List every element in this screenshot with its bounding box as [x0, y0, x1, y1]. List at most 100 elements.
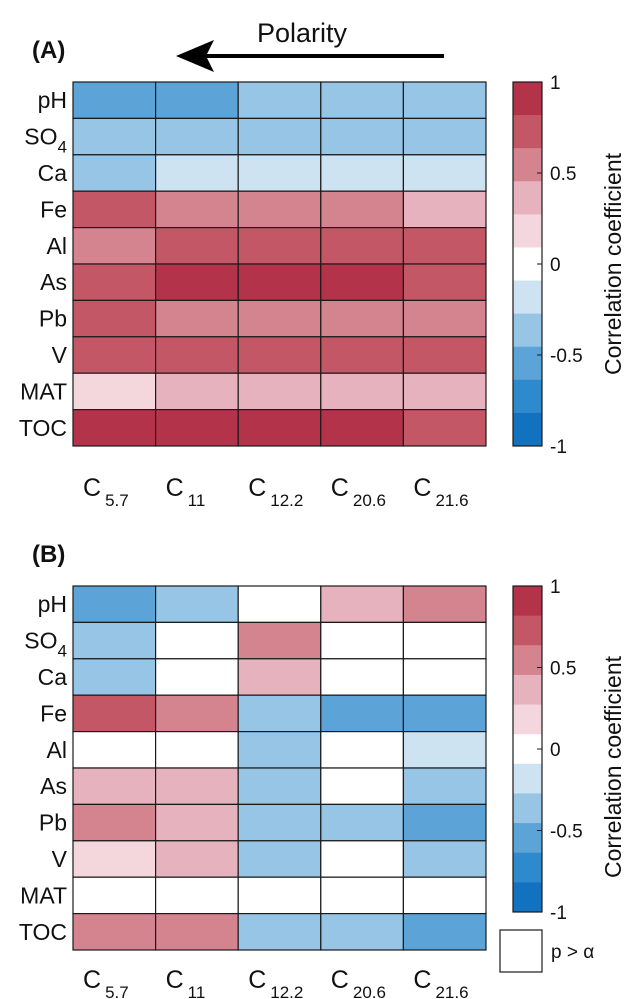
heatmap-cell: [237, 658, 322, 696]
heatmap-cell: [72, 912, 157, 951]
heatmap-cell: [72, 299, 157, 338]
colorbar-tick-label: -0.5: [550, 346, 583, 367]
colorbar: 1 0.5 0 -0.5 -1 Correlation coefficient: [512, 73, 626, 458]
column-label: C 5.7: [83, 474, 129, 510]
heatmap-cell: [320, 585, 404, 624]
panel-label: (B): [32, 541, 65, 568]
heatmap-cell: [155, 730, 239, 769]
heatmap-cell: [72, 117, 157, 156]
column-label: C 12.2: [248, 966, 303, 999]
heatmap-cell: [72, 803, 157, 842]
colorbar-tick-label: 0: [550, 255, 561, 276]
column-label: C 21.6: [413, 966, 468, 999]
column-label: C 11: [166, 474, 206, 510]
heatmap-panel-b: (B) pH SO4 Ca Fe Al As Pb V MAT TOC C 5.7 C 11 C 12.2 C 20…: [19, 541, 626, 999]
heatmap-cell: [155, 263, 239, 302]
heatmap-cell: [72, 585, 157, 624]
colorbar-band: [513, 793, 542, 824]
row-label: SO4: [24, 124, 67, 157]
heatmap-cell: [237, 190, 322, 229]
heatmap-cell: [237, 912, 322, 951]
heatmap-cell: [320, 190, 404, 229]
heatmap-cell: [320, 803, 404, 842]
heatmap-cell: [72, 336, 157, 374]
colorbar-band: [513, 313, 542, 348]
heatmap-cell: [237, 876, 322, 915]
heatmap-cell: [72, 81, 157, 120]
row-label: V: [52, 846, 68, 872]
row-label: Al: [47, 737, 67, 763]
heatmap-cell: [155, 912, 239, 951]
heatmap-cell: [237, 767, 322, 806]
heatmap-cell: [72, 876, 157, 915]
colorbar-band: [513, 763, 542, 794]
heatmap-cell: [72, 154, 157, 192]
row-label: TOC: [19, 415, 67, 441]
heatmap-cell: [155, 658, 239, 696]
heatmap-cell: [402, 117, 487, 156]
heatmap-cell: [402, 336, 487, 374]
row-label: Fe: [40, 196, 67, 222]
colorbar-tick-label: 0: [550, 740, 561, 761]
heatmap-cell: [402, 840, 487, 878]
heatmap-cell: [320, 263, 404, 302]
heatmap-cell: [72, 658, 157, 696]
row-label: pH: [38, 591, 67, 617]
heatmap-cell: [155, 694, 239, 733]
heatmap-cell: [237, 154, 322, 192]
colorbar-band: [513, 346, 542, 381]
colorbar-band: [513, 379, 542, 414]
heatmap-cell: [155, 876, 239, 915]
column-label: C 21.6: [413, 474, 468, 510]
heatmap-panel-a: (A) Polarity pH SO4 Ca Fe Al As Pb V MAT TOC C 5.7 C 11…: [19, 18, 626, 510]
colorbar-band: [513, 674, 542, 706]
heatmap-cell: [320, 299, 404, 338]
heatmap-cell: [320, 876, 404, 915]
legend-swatch: [499, 929, 543, 973]
heatmap-cell: [402, 585, 487, 624]
heatmap-cell: [402, 409, 487, 447]
heatmap-cell: [237, 81, 322, 120]
polarity-arrow-head: [176, 40, 214, 72]
heatmap-cell: [72, 227, 157, 265]
heatmap-cell: [320, 840, 404, 878]
heatmap-cell: [402, 694, 487, 733]
colorbar-band: [513, 882, 542, 913]
colorbar-tick-label: 0.5: [550, 164, 576, 185]
panel-label: (A): [32, 37, 65, 64]
colorbar-band: [513, 82, 542, 116]
heatmap-cell: [72, 840, 157, 878]
heatmap-cell: [402, 767, 487, 806]
heatmap-cell: [72, 190, 157, 229]
colorbar-tick-label: -1: [550, 903, 567, 924]
colorbar-band: [513, 823, 542, 854]
heatmap-cell: [155, 154, 239, 192]
heatmap-cell: [237, 117, 322, 156]
row-label: TOC: [19, 919, 67, 945]
heatmap-cell: [320, 621, 404, 660]
heatmap-cell: [402, 81, 487, 120]
heatmap-cell: [237, 372, 322, 411]
heatmap-cell: [237, 409, 322, 447]
heatmap-cell: [402, 621, 487, 660]
heatmap-cell: [155, 803, 239, 842]
heatmap-cell: [237, 227, 322, 265]
row-label: As: [40, 773, 67, 799]
heatmap-cell: [402, 154, 487, 192]
column-label: C 12.2: [248, 474, 303, 510]
heatmap-cell: [320, 730, 404, 769]
heatmap-cell: [402, 658, 487, 696]
heatmap-cell: [155, 117, 239, 156]
heatmap-cell: [237, 299, 322, 338]
row-label: MAT: [20, 882, 67, 908]
heatmap-cell: [320, 658, 404, 696]
heatmap-cell: [237, 585, 322, 624]
heatmap-cell: [402, 227, 487, 265]
colorbar-band: [513, 148, 542, 182]
colorbar-title: Correlation coefficient: [600, 655, 626, 878]
colorbar-band: [513, 181, 542, 215]
heatmap-cell: [72, 263, 157, 302]
heatmap-cell: [237, 263, 322, 302]
colorbar-title: Correlation coefficient: [600, 152, 626, 375]
